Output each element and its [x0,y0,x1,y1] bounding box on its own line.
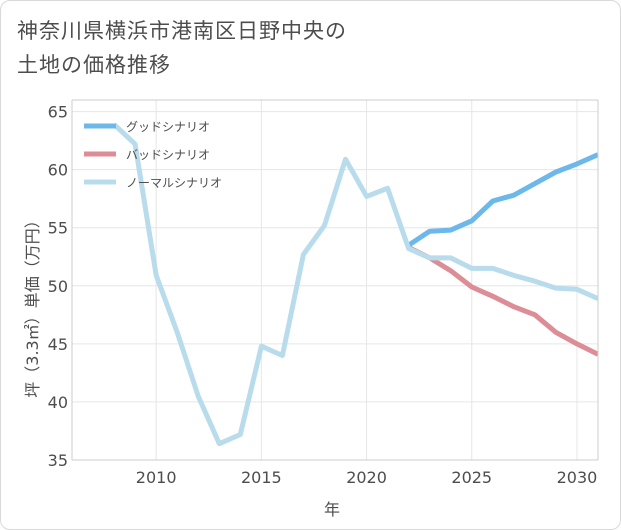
y-tick-label: 50 [48,277,68,296]
x-tick-label: 2020 [346,468,387,487]
y-tick-label: 45 [48,335,68,354]
x-tick-label: 2030 [557,468,598,487]
y-tick-label: 60 [48,161,68,180]
y-tick-label: 55 [48,219,68,238]
series-line-bad [407,245,598,357]
legend-label-bad: バッドシナリオ [126,148,210,162]
x-axis-label: 年 [324,500,340,519]
x-tick-label: 2010 [136,468,177,487]
y-axis-label: 坪（3.3㎡）単価（万円） [23,212,42,397]
grid-lines [72,100,598,461]
plot-border [71,99,599,461]
x-tick-label: 2015 [241,468,282,487]
x-axis-ticks: 2010 2015 2020 2025 2030 [136,468,598,487]
y-tick-label: 35 [48,451,68,470]
series-line-good [407,152,598,248]
y-tick-label: 65 [48,103,68,122]
y-axis-ticks: 35 40 45 50 55 60 65 [48,103,68,470]
series-line-normal [112,122,598,447]
series-lines [112,122,598,447]
chart-title: 神奈川県横浜市港南区日野中央の 土地の価格推移 [17,14,577,82]
legend-label-normal: ノーマルシナリオ [126,176,222,190]
y-tick-label: 40 [48,393,68,412]
x-tick-label: 2025 [451,468,492,487]
legend-label-good: グッドシナリオ [126,120,210,134]
chart-title-line-1: 神奈川県横浜市港南区日野中央の [17,19,347,43]
chart-title-line-2: 土地の価格推移 [17,53,171,77]
